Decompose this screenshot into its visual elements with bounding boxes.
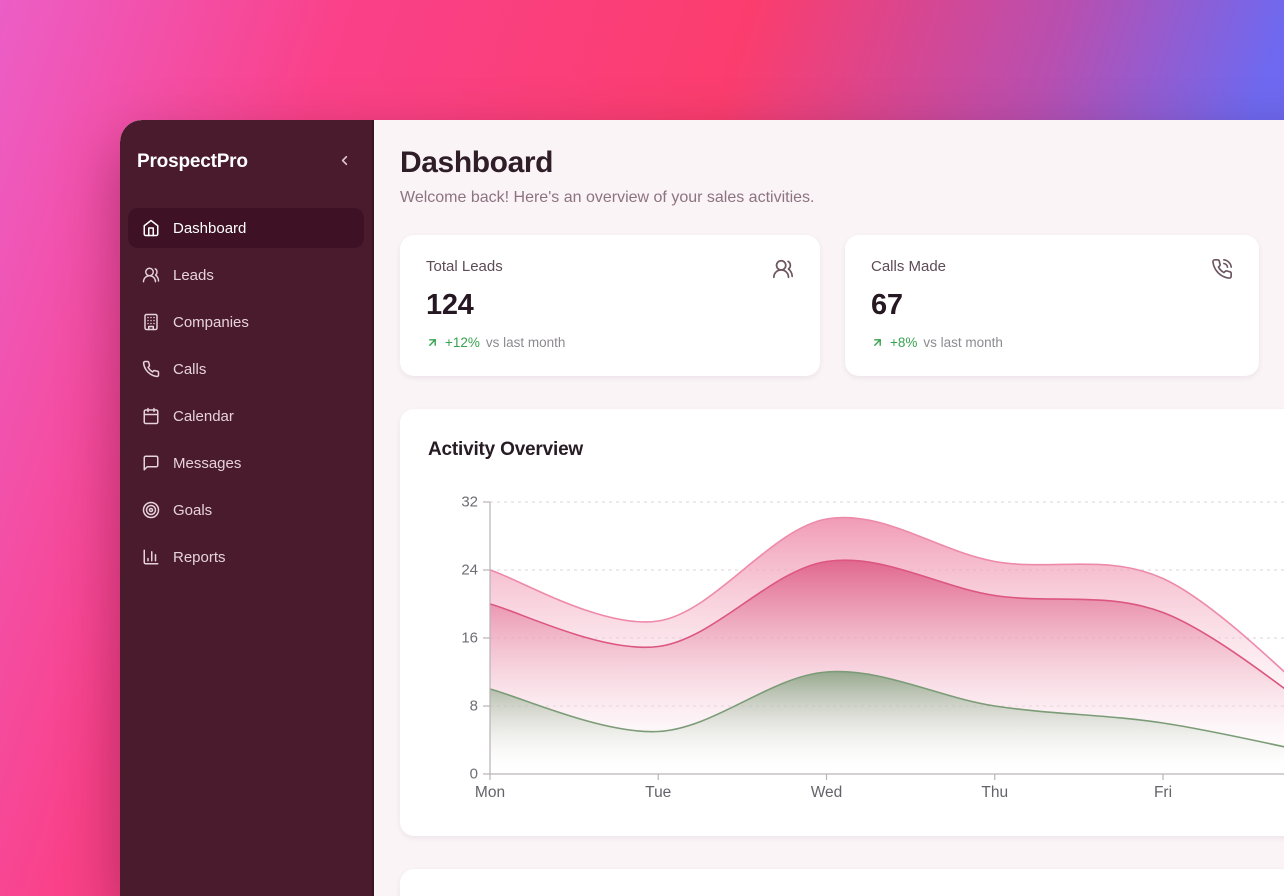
chevron-left-icon: [337, 153, 352, 171]
trend-note: vs last month: [923, 335, 1003, 350]
sidebar-item-dashboard[interactable]: Dashboard: [128, 208, 364, 248]
sidebar-item-label: Calls: [173, 360, 207, 378]
stat-card-header: Total Leads: [426, 258, 794, 280]
sidebar-item-messages[interactable]: Messages: [128, 443, 364, 483]
sidebar-item-label: Leads: [173, 266, 214, 284]
sidebar-item-label: Messages: [173, 454, 242, 472]
trend-up-icon: [426, 336, 439, 349]
stat-label: Total Leads: [426, 258, 503, 275]
app-brand: ProspectPro: [137, 151, 248, 172]
calendar-icon: [142, 407, 160, 425]
target-icon: [142, 501, 160, 519]
svg-text:24: 24: [461, 562, 478, 579]
sidebar-item-label: Goals: [173, 501, 213, 519]
sidebar-item-label: Dashboard: [173, 219, 247, 237]
trend-percent: +12%: [445, 335, 480, 350]
svg-text:Mon: Mon: [475, 784, 505, 801]
sidebar-item-leads[interactable]: Leads: [128, 255, 364, 295]
activity-overview-card: Activity Overview 0 8 16 24 32 Mon Tue Wed Thu Fr…: [400, 409, 1284, 836]
svg-text:32: 32: [461, 494, 478, 511]
partial-card: [400, 869, 1284, 896]
sidebar-header: ProspectPro: [120, 120, 372, 174]
page-title: Dashboard: [400, 146, 554, 179]
sidebar-nav: Dashboard Leads Companies Calls Calendar Mess…: [120, 208, 372, 577]
chart-title: Activity Overview: [428, 439, 584, 460]
stat-value: 67: [871, 289, 903, 321]
svg-text:8: 8: [470, 698, 478, 715]
sidebar-item-calls[interactable]: Calls: [128, 349, 364, 389]
sidebar-item-calendar[interactable]: Calendar: [128, 396, 364, 436]
home-icon: [142, 219, 160, 237]
trend-note: vs last month: [485, 335, 566, 350]
chart-column-icon: [142, 548, 160, 566]
svg-text:Tue: Tue: [645, 784, 671, 801]
trend-up-icon: [871, 336, 884, 349]
app-window: ProspectPro Dashboard Leads Companies Calls…: [120, 120, 1284, 896]
svg-text:Wed: Wed: [811, 784, 843, 801]
users-round-icon: [142, 266, 160, 284]
stat-value: 124: [426, 289, 474, 321]
svg-text:16: 16: [461, 630, 478, 647]
stat-card-header: Calls Made: [871, 258, 1233, 280]
sidebar-collapse-button[interactable]: [332, 150, 356, 174]
stat-trend: +8% vs last month: [871, 335, 1233, 350]
message-square-icon: [142, 454, 160, 472]
stats-row: Total Leads 124 +12% vs last month Calls…: [400, 235, 1284, 376]
stat-card-total-leads: Total Leads 124 +12% vs last month: [400, 235, 820, 376]
svg-text:0: 0: [470, 766, 478, 783]
sidebar-item-companies[interactable]: Companies: [128, 302, 364, 342]
sidebar-item-label: Reports: [173, 548, 226, 566]
sidebar-item-goals[interactable]: Goals: [128, 490, 364, 530]
stat-card-calls-made: Calls Made 67 +8% vs last month: [845, 235, 1259, 376]
sidebar-item-reports[interactable]: Reports: [128, 537, 364, 577]
phone-call-icon: [1211, 258, 1233, 280]
svg-text:Thu: Thu: [981, 784, 1008, 801]
sidebar-item-label: Calendar: [173, 407, 234, 425]
main-content: Dashboard Welcome back! Here's an overvi…: [374, 120, 1284, 896]
stat-trend: +12% vs last month: [426, 335, 794, 350]
users-icon: [772, 258, 794, 280]
sidebar-item-label: Companies: [173, 313, 249, 331]
building-icon: [142, 313, 160, 331]
page-subtitle: Welcome back! Here's an overview of your…: [400, 189, 815, 206]
sidebar: ProspectPro Dashboard Leads Companies Calls…: [120, 120, 374, 896]
stat-label: Calls Made: [871, 258, 947, 275]
trend-percent: +8%: [890, 335, 918, 350]
activity-area-chart: 0 8 16 24 32 Mon Tue Wed Thu Fri: [461, 494, 1284, 801]
phone-icon: [142, 360, 160, 378]
svg-text:Fri: Fri: [1154, 784, 1172, 801]
